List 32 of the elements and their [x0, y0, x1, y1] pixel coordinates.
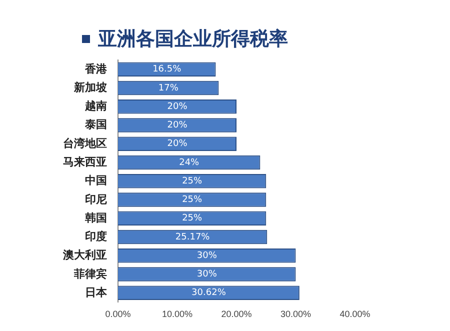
x-tick-label: 30.00%: [280, 309, 312, 320]
data-label: 20%: [167, 102, 188, 112]
data-label: 24%: [179, 158, 200, 168]
data-label: 20%: [167, 139, 188, 150]
data-label: 25%: [182, 214, 203, 224]
y-tick-label: 韩国: [84, 211, 107, 224]
x-tick-label: 20.00%: [221, 309, 252, 320]
data-label: 25%: [182, 176, 203, 186]
y-tick-label: 菲律宾: [73, 267, 107, 280]
y-tick-label: 日本: [85, 286, 108, 299]
x-tick-label: 40.00%: [340, 309, 370, 320]
data-label: 30%: [196, 270, 218, 280]
y-tick-label: 澳大利亚: [62, 248, 107, 262]
y-tick-label: 印度: [85, 230, 107, 244]
y-tick-label: 台湾地区: [63, 136, 107, 150]
y-tick-label: 香港: [84, 62, 108, 76]
y-tick-label: 越南: [84, 100, 107, 113]
data-label: 30.62%: [192, 288, 226, 298]
y-tick-label: 新加坡: [73, 80, 108, 94]
data-label: 25%: [182, 195, 203, 206]
data-label: 20%: [167, 120, 188, 131]
data-label: 16.5%: [152, 64, 182, 75]
data-label: 25.17%: [175, 232, 210, 242]
x-tick-label: 0.00%: [105, 309, 131, 320]
x-tick-label: 10.00%: [162, 309, 193, 320]
y-tick-label: 泰国: [84, 119, 107, 132]
chart-title: 亚洲各国企业所得税率: [98, 27, 288, 52]
y-tick-label: 中国: [85, 174, 107, 188]
data-label: 30%: [196, 250, 218, 261]
y-tick-label: 马来西亚: [63, 156, 107, 168]
data-label: 17%: [158, 83, 179, 94]
y-tick-label: 印尼: [85, 192, 107, 206]
